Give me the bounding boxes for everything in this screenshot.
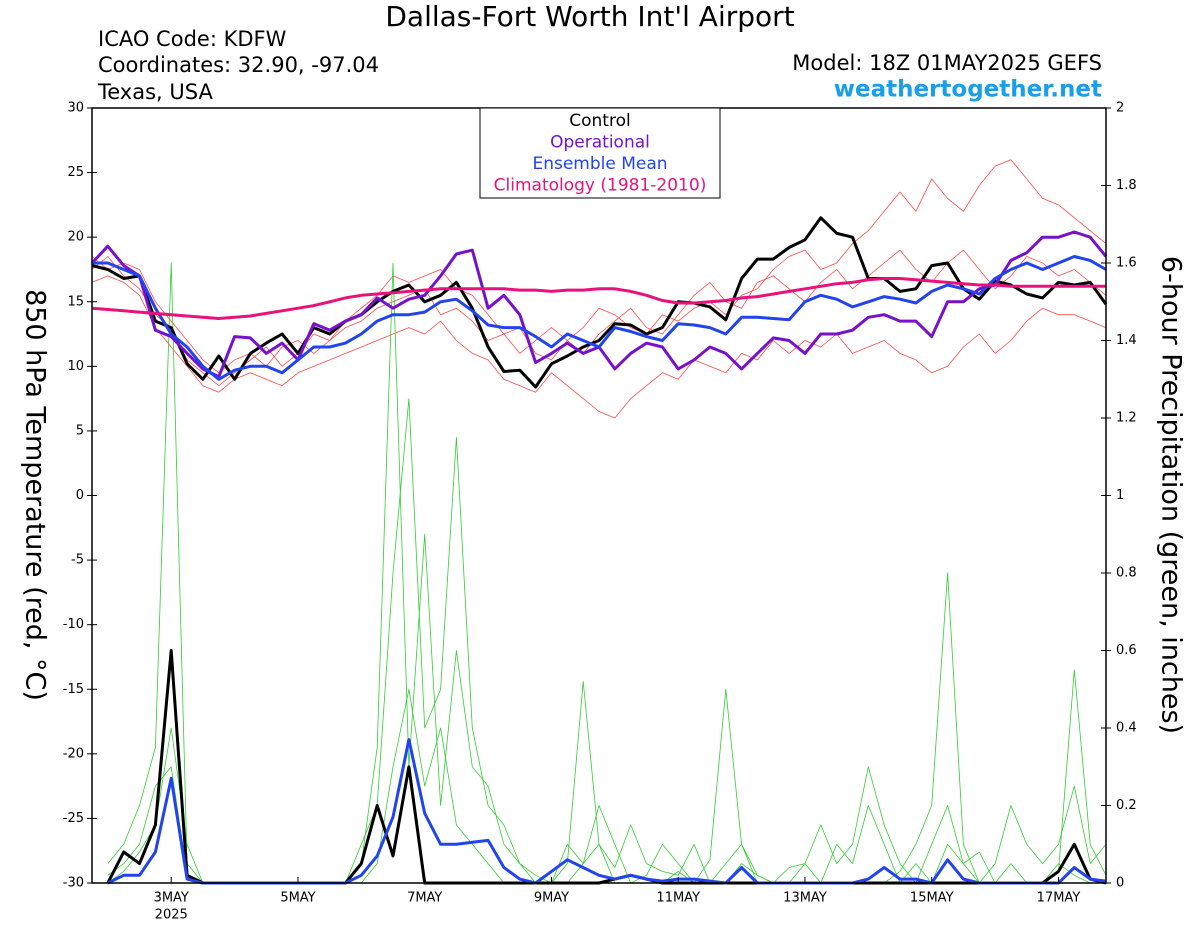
y-tick-label: -5 <box>71 553 84 568</box>
x-year-label: 2025 <box>155 908 188 923</box>
info-line: Coordinates: 32.90, -97.04 <box>98 53 379 77</box>
series-line <box>107 398 1107 884</box>
y2-axis-label: 6-hour Precipitation (green, inches) <box>1156 256 1187 734</box>
y-tick-label: 20 <box>67 230 84 245</box>
y2-tick-label: 0.2 <box>1116 798 1137 813</box>
series-line <box>92 255 1107 381</box>
x-tick-label: 11MAY <box>656 891 700 906</box>
series-line <box>107 738 1107 885</box>
legend-entry: Operational <box>550 133 650 153</box>
y2-tick-label: 1.8 <box>1116 178 1137 193</box>
y-tick-label: -15 <box>63 682 84 697</box>
series-line <box>91 159 1107 387</box>
y2-tick-label: 0 <box>1116 876 1124 891</box>
series-line <box>90 230 1108 379</box>
y-tick-label: 10 <box>67 359 84 374</box>
legend-entry: Ensemble Mean <box>532 154 667 174</box>
y-tick-label: 5 <box>76 423 84 438</box>
series-line <box>91 249 1107 374</box>
series-line <box>91 275 1107 419</box>
x-tick-label: 5MAY <box>280 891 315 906</box>
model-label: Model: 18Z 01MAY2025 GEFS <box>792 51 1102 75</box>
y2-tick-label: 0.4 <box>1116 721 1137 736</box>
legend-entry: Climatology (1981-2010) <box>494 176 707 196</box>
site-label: weathertogether.net <box>834 77 1102 103</box>
x-tick-label: 9MAY <box>534 891 569 906</box>
y-tick-label: -20 <box>63 746 84 761</box>
legend-entry: Control <box>569 111 630 131</box>
y2-tick-label: 0.8 <box>1116 566 1137 581</box>
info-line: Texas, USA <box>97 80 213 104</box>
x-tick-label: 7MAY <box>407 891 442 906</box>
legend-box <box>479 107 721 199</box>
y-tick-label: 0 <box>76 488 84 503</box>
y2-tick-label: 0.6 <box>1116 643 1137 658</box>
plot-frame <box>91 107 1107 884</box>
series-line <box>106 649 1107 885</box>
y2-tick-label: 1 <box>1116 488 1124 503</box>
y2-tick-label: 1.6 <box>1116 256 1137 271</box>
y-tick-label: -25 <box>63 811 84 826</box>
x-tick-label: 17MAY <box>1037 891 1081 906</box>
x-tick-label: 13MAY <box>783 891 827 906</box>
y-tick-label: 15 <box>67 294 84 309</box>
x-tick-label: 3MAY <box>154 891 189 906</box>
y2-tick-label: 1.2 <box>1116 411 1137 426</box>
y-tick-label: -10 <box>63 617 84 632</box>
y2-tick-label: 2 <box>1116 101 1124 116</box>
y-tick-label: -30 <box>63 876 84 891</box>
chart-title: Dallas-Fort Worth Int'l Airport <box>385 0 794 33</box>
y-axis-label: 850 hPa Temperature (red, °C) <box>20 289 51 701</box>
series-line <box>91 277 1106 320</box>
info-line: ICAO Code: KDFW <box>98 27 287 51</box>
y2-tick-label: 1.4 <box>1116 333 1137 348</box>
y-tick-label: 25 <box>67 165 84 180</box>
x-tick-label: 15MAY <box>910 891 954 906</box>
y-tick-label: 30 <box>67 101 84 116</box>
